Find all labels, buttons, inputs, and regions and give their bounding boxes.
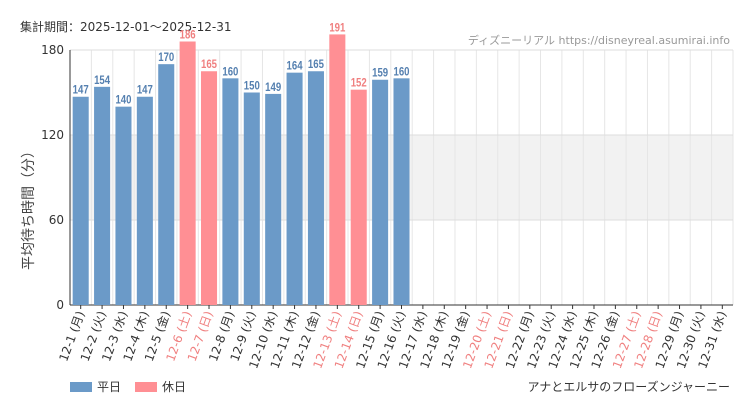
y-tick-label: 0 bbox=[56, 298, 64, 312]
bar-value-label: 165 bbox=[308, 58, 324, 71]
bar bbox=[158, 64, 175, 306]
y-tick-label: 60 bbox=[49, 213, 64, 227]
bar-value-label: 147 bbox=[137, 84, 153, 97]
bar-value-label: 191 bbox=[329, 21, 345, 34]
bar-value-label: 147 bbox=[73, 84, 89, 97]
bar-value-label: 186 bbox=[180, 29, 196, 42]
bar bbox=[136, 96, 153, 305]
legend-holiday-swatch bbox=[135, 381, 158, 392]
bar bbox=[115, 106, 132, 306]
bar-value-label: 154 bbox=[94, 74, 110, 87]
bar bbox=[329, 34, 346, 306]
bar-value-label: 140 bbox=[115, 94, 131, 107]
bar-value-label: 160 bbox=[393, 65, 409, 78]
bar bbox=[372, 79, 389, 305]
bar bbox=[222, 78, 239, 305]
legend: 平日 休日 bbox=[70, 378, 186, 395]
bar-value-label: 152 bbox=[351, 77, 367, 90]
legend-weekday-swatch bbox=[70, 381, 92, 392]
bar bbox=[393, 78, 410, 305]
period-label: 集計期間：2025-12-01〜2025-12-31 bbox=[20, 20, 232, 34]
bar-value-label: 160 bbox=[222, 65, 238, 78]
bar-value-label: 159 bbox=[372, 67, 388, 80]
bar bbox=[243, 92, 260, 305]
site-credit: ディズニーリアル https://disneyreal.asumirai.inf… bbox=[467, 34, 730, 47]
bar bbox=[350, 89, 367, 306]
bar-value-label: 164 bbox=[287, 60, 303, 73]
y-tick-label: 180 bbox=[41, 43, 64, 57]
bar bbox=[72, 96, 89, 305]
bar bbox=[307, 71, 324, 305]
legend-weekday: 平日 bbox=[70, 378, 121, 395]
bar-value-label: 150 bbox=[244, 80, 260, 93]
bar bbox=[200, 71, 218, 305]
legend-holiday: 休日 bbox=[135, 378, 186, 395]
bar bbox=[179, 41, 196, 305]
legend-holiday-label: 休日 bbox=[162, 380, 187, 394]
bar bbox=[286, 72, 303, 306]
bar-value-label: 149 bbox=[265, 81, 281, 94]
bar bbox=[265, 93, 282, 306]
legend-weekday-label: 平日 bbox=[97, 380, 122, 394]
bar-value-label: 165 bbox=[201, 58, 217, 71]
y-tick-label: 120 bbox=[41, 128, 64, 142]
attraction-name: アナとエルサのフローズンジャーニー bbox=[527, 380, 730, 394]
bar-value-label: 170 bbox=[158, 51, 174, 64]
bar bbox=[94, 86, 111, 305]
